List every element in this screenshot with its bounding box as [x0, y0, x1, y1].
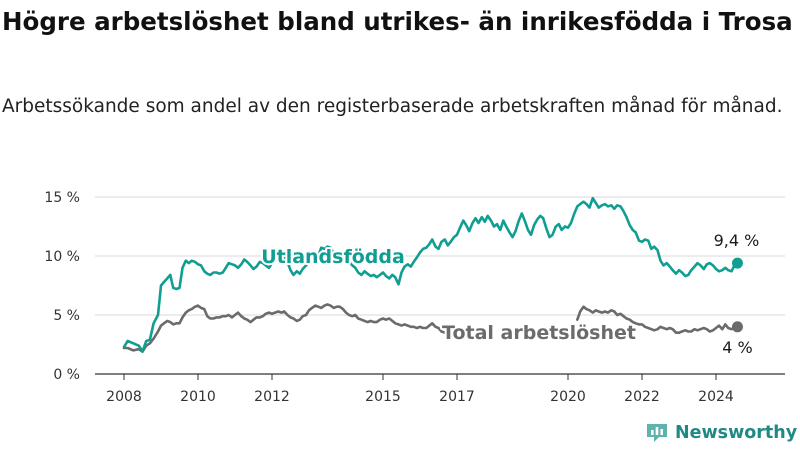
y-tick-label: 15 %: [44, 190, 80, 206]
y-tick-label: 0 %: [53, 367, 80, 383]
x-tick-label: 2012: [254, 389, 290, 405]
end-marker-utlandsfodda: [731, 257, 743, 269]
x-tick-label: 2024: [698, 389, 734, 405]
newsworthy-brand: Newsworthy: [645, 420, 797, 446]
x-tick-label: 2015: [365, 389, 401, 405]
y-tick-label: 10 %: [44, 249, 80, 265]
y-tick-label: 5 %: [53, 308, 80, 324]
x-tick-label: 2017: [439, 389, 475, 405]
series-line-total: [576, 305, 739, 334]
newsworthy-logo-icon: [647, 424, 667, 442]
x-tick-label: 2008: [106, 389, 142, 405]
chart-title: Högre arbetslöshet bland utrikes- än inr…: [2, 7, 793, 36]
end-marker-total: [731, 321, 743, 333]
x-tick-label: 2022: [624, 389, 660, 405]
series-label-total: Total arbetslöshet: [442, 322, 636, 344]
series-label-utlandsfodda: Utlandsfödda: [261, 246, 405, 268]
series-line-total: [122, 303, 450, 353]
brand-name: Newsworthy: [675, 423, 798, 443]
x-tick-label: 2010: [180, 389, 216, 405]
chart-subtitle: Arbetssökande som andel av den registerb…: [2, 96, 783, 117]
x-tick-label: 2020: [550, 389, 586, 405]
end-value-total: 4 %: [722, 338, 752, 357]
series-line-utlandsfodda: [122, 196, 739, 353]
end-value-utlandsfodda: 9,4 %: [714, 231, 760, 250]
